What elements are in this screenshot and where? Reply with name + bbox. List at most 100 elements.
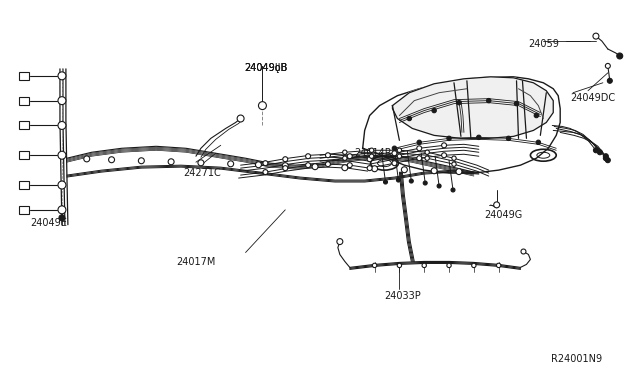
Circle shape: [432, 108, 436, 113]
Polygon shape: [363, 77, 560, 173]
Circle shape: [283, 157, 288, 162]
Circle shape: [617, 53, 623, 59]
Circle shape: [237, 115, 244, 122]
Circle shape: [58, 181, 66, 189]
Circle shape: [486, 99, 491, 103]
Circle shape: [59, 215, 65, 221]
Circle shape: [392, 146, 397, 150]
Circle shape: [138, 158, 145, 164]
Circle shape: [451, 188, 455, 192]
Circle shape: [337, 238, 343, 244]
Circle shape: [417, 146, 422, 151]
Text: R24001N9: R24001N9: [551, 354, 602, 364]
Bar: [19, 72, 29, 80]
Bar: [19, 181, 29, 189]
Circle shape: [369, 154, 374, 158]
Text: 24014R: 24014R: [355, 148, 392, 158]
Circle shape: [228, 161, 234, 167]
Text: 24049G: 24049G: [484, 210, 522, 220]
Circle shape: [263, 161, 268, 166]
Text: 24049IIB: 24049IIB: [244, 63, 288, 73]
Circle shape: [259, 102, 266, 110]
Text: 24049ǫB: 24049ǫB: [244, 63, 288, 73]
Circle shape: [597, 150, 602, 155]
Circle shape: [372, 263, 377, 267]
Text: 24059: 24059: [529, 39, 559, 49]
Circle shape: [198, 160, 204, 166]
Circle shape: [407, 116, 412, 121]
Circle shape: [417, 140, 421, 144]
Text: 24049E: 24049E: [30, 218, 67, 228]
Circle shape: [58, 122, 66, 129]
Circle shape: [506, 136, 511, 141]
Circle shape: [372, 166, 378, 172]
Circle shape: [342, 156, 347, 160]
Circle shape: [604, 156, 609, 161]
Circle shape: [342, 165, 348, 171]
Bar: [19, 97, 29, 105]
Circle shape: [263, 170, 268, 174]
Circle shape: [312, 164, 318, 170]
Circle shape: [392, 151, 397, 156]
Circle shape: [397, 148, 401, 153]
Text: 24049ǫB: 24049ǫB: [244, 63, 288, 73]
Circle shape: [396, 178, 401, 182]
Circle shape: [168, 159, 174, 165]
Circle shape: [452, 156, 456, 160]
Bar: [19, 122, 29, 129]
Circle shape: [493, 202, 500, 208]
Circle shape: [283, 166, 288, 171]
Circle shape: [497, 263, 501, 267]
Circle shape: [58, 72, 66, 80]
Circle shape: [534, 113, 538, 118]
Circle shape: [521, 249, 526, 254]
Circle shape: [423, 181, 427, 185]
Circle shape: [447, 263, 451, 267]
Text: 24033P: 24033P: [385, 291, 421, 301]
Circle shape: [477, 135, 481, 140]
Circle shape: [306, 163, 310, 168]
Bar: [19, 151, 29, 159]
Circle shape: [417, 156, 422, 161]
Circle shape: [605, 63, 611, 68]
Circle shape: [348, 163, 352, 168]
Circle shape: [593, 33, 599, 39]
Circle shape: [306, 154, 310, 159]
Circle shape: [425, 156, 429, 160]
Circle shape: [383, 180, 387, 184]
Bar: [19, 206, 29, 214]
Circle shape: [397, 263, 401, 267]
Circle shape: [58, 97, 66, 105]
Circle shape: [431, 168, 437, 174]
Circle shape: [392, 161, 397, 166]
Circle shape: [367, 157, 372, 162]
Circle shape: [442, 143, 447, 148]
Text: 24271C: 24271C: [183, 168, 221, 178]
Circle shape: [425, 150, 429, 154]
Circle shape: [604, 154, 609, 159]
Circle shape: [536, 140, 541, 144]
Circle shape: [422, 263, 426, 267]
Circle shape: [605, 158, 611, 163]
Circle shape: [326, 162, 330, 167]
Circle shape: [348, 154, 352, 159]
Circle shape: [342, 150, 347, 154]
Circle shape: [401, 167, 407, 173]
Polygon shape: [392, 77, 553, 138]
Circle shape: [326, 153, 330, 158]
Circle shape: [367, 166, 372, 171]
Circle shape: [447, 136, 451, 141]
Circle shape: [58, 206, 66, 214]
Circle shape: [607, 78, 612, 83]
Circle shape: [109, 157, 115, 163]
Circle shape: [452, 162, 456, 166]
Circle shape: [410, 179, 413, 183]
Circle shape: [58, 151, 66, 159]
Text: 24049DC: 24049DC: [570, 93, 615, 103]
Circle shape: [515, 102, 518, 106]
Circle shape: [437, 184, 441, 188]
Circle shape: [255, 162, 262, 168]
Circle shape: [593, 148, 598, 153]
Circle shape: [457, 100, 461, 105]
Circle shape: [369, 148, 374, 153]
